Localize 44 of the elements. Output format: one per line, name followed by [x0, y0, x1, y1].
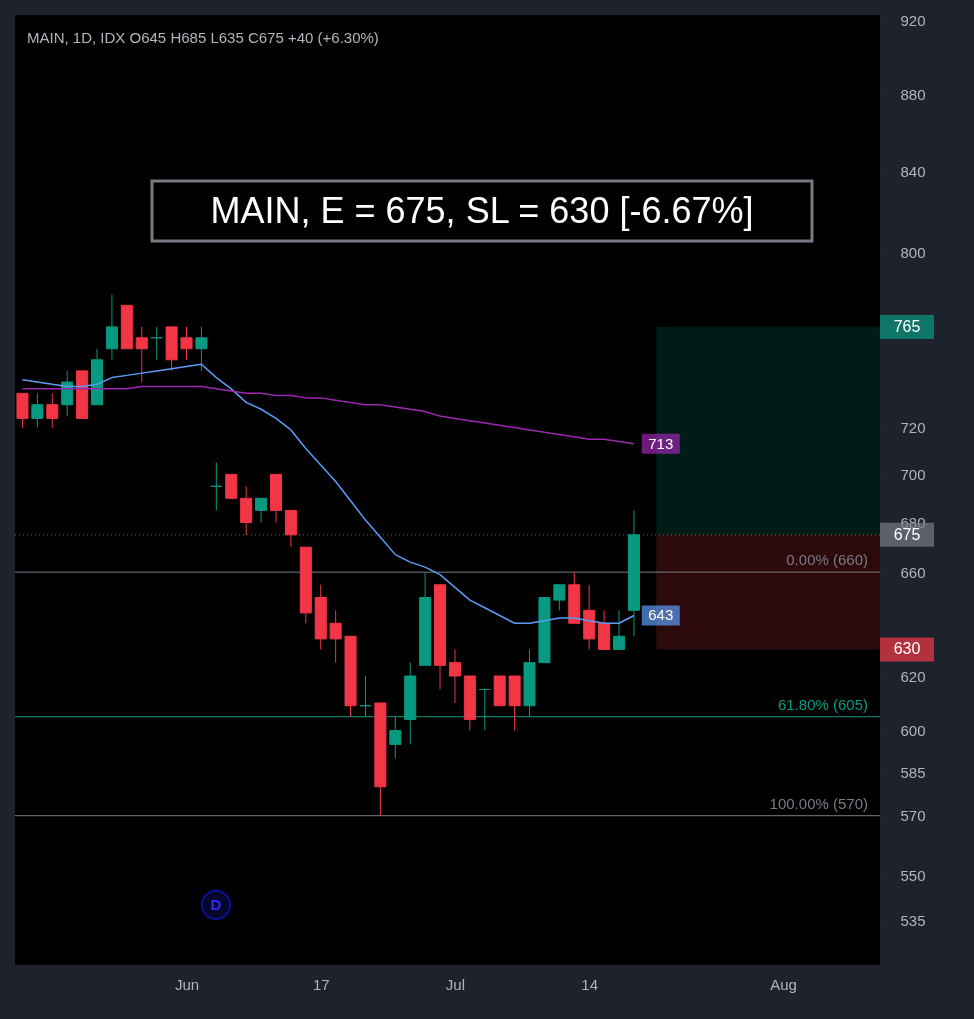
- candlestick: [31, 392, 44, 429]
- candlestick: [150, 326, 163, 361]
- text: MAIN, 1D, IDX O645 H685 L635 C675 +40 (+6.30%): [27, 29, 379, 46]
- ref-line-label: 0.00% (660): [786, 551, 868, 569]
- y-tick-label: 535: [900, 912, 926, 930]
- candlestick: [210, 462, 223, 511]
- y-tick-label: 620: [900, 667, 926, 685]
- y-tick-label: 800: [900, 244, 926, 262]
- y-tick-label: 660: [900, 563, 926, 581]
- y-tick-label: 700: [900, 465, 926, 483]
- ref-line-label: 100.00% (570): [769, 794, 868, 812]
- candlestick: [135, 326, 148, 383]
- candlestick: [105, 294, 118, 361]
- x-tick-label: Jul: [445, 975, 466, 993]
- data-label: 643: [648, 606, 674, 624]
- candlestick: [448, 648, 461, 704]
- y-tick-label: 840: [900, 163, 926, 181]
- candlestick: [195, 326, 208, 372]
- y-tick-label: 880: [900, 85, 926, 103]
- data-label: 713: [648, 434, 674, 452]
- candlestick: [255, 497, 268, 524]
- candlestick: [46, 392, 59, 429]
- y-tick-label: 570: [900, 807, 926, 825]
- candlestick: [329, 609, 342, 664]
- y-tick-label: 585: [900, 764, 926, 782]
- y-tick-label: 920: [900, 11, 926, 29]
- x-tick-label: 17: [312, 975, 330, 993]
- band-label: 765: [893, 317, 921, 335]
- y-tick-label: 720: [900, 419, 926, 437]
- y-tick-label: 600: [900, 721, 926, 739]
- x-tick-label: 14: [581, 975, 599, 993]
- ref-line-label: 61.80% (605): [777, 695, 868, 713]
- y-tick-label: 550: [900, 866, 926, 884]
- annotation: D: [210, 896, 222, 913]
- candlestick: [225, 473, 238, 499]
- candlestick: [612, 609, 626, 650]
- annotation: MAIN, E = 675, SL = 630 [-6.67%]: [210, 190, 754, 231]
- line-series: [21, 385, 635, 445]
- line-series: [21, 363, 635, 625]
- band-label: 630: [893, 640, 921, 658]
- candlestick: [553, 584, 566, 611]
- x-tick-label: Aug: [770, 975, 797, 993]
- candlestick: [180, 326, 193, 361]
- x-tick-label: Jun: [174, 975, 200, 993]
